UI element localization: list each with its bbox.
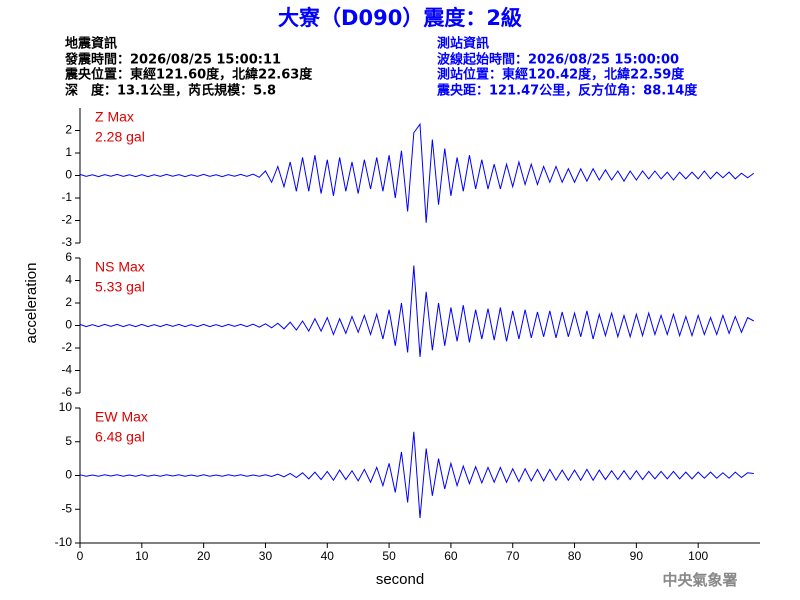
info-line: 測站位置：東經120.42度，北緯22.59度 xyxy=(437,67,685,83)
x-tick-label: 30 xyxy=(259,549,273,563)
y-tick-label: 6 xyxy=(65,250,72,264)
waveform xyxy=(79,122,755,223)
y-tick-label: 0 xyxy=(65,318,72,332)
waveform xyxy=(79,265,755,358)
waveform xyxy=(79,431,754,519)
y-tick-label: 4 xyxy=(65,273,72,287)
y-tick-label: -10 xyxy=(55,535,73,549)
info-line: 波線起始時間：2026/08/25 15:00:00 xyxy=(437,52,679,68)
y-tick-label: -2 xyxy=(61,213,72,227)
y-tick-label: -6 xyxy=(61,385,72,399)
y-tick-label: -4 xyxy=(61,363,72,377)
y-tick-label: 1 xyxy=(65,145,72,159)
x-tick-label: 60 xyxy=(444,549,458,563)
x-tick-label: 80 xyxy=(568,549,582,563)
x-tick-label: 70 xyxy=(506,549,520,563)
y-tick-label: -1 xyxy=(61,190,72,204)
y-tick-label: 10 xyxy=(59,400,73,414)
title: 大寮（D090）震度：2級 xyxy=(278,6,522,30)
panel-max: 6.48 gal xyxy=(95,429,145,445)
info-line: 深 度：13.1公里，芮氏規模：5.8 xyxy=(65,83,276,99)
x-tick-label: 40 xyxy=(321,549,335,563)
y-tick-label: 0 xyxy=(65,168,72,182)
y-axis-label: acceleration xyxy=(23,263,40,344)
panel-max: 2.28 gal xyxy=(95,129,145,145)
panel-label: Z Max xyxy=(95,109,134,125)
x-axis-label: second xyxy=(376,571,424,588)
info-line: 發震時間：2026/08/25 15:00:11 xyxy=(64,52,281,68)
y-tick-label: -5 xyxy=(61,501,72,515)
y-tick-label: 5 xyxy=(65,434,72,448)
panel-max: 5.33 gal xyxy=(95,279,145,295)
info-line: 震央距：121.47公里，反方位角：88.14度 xyxy=(436,83,698,99)
footer: 中央氣象署 xyxy=(662,571,737,589)
x-tick-label: 90 xyxy=(630,549,644,563)
y-tick-label: 2 xyxy=(65,295,72,309)
x-tick-label: 0 xyxy=(77,549,84,563)
x-tick-label: 20 xyxy=(197,549,211,563)
info-line: 震央位置：東經121.60度，北緯22.63度 xyxy=(64,67,313,83)
y-tick-label: 2 xyxy=(65,123,72,137)
x-tick-label: 10 xyxy=(135,549,149,563)
panel-label: NS Max xyxy=(95,259,145,275)
x-tick-label: 50 xyxy=(382,549,396,563)
y-tick-label: -3 xyxy=(61,235,72,249)
info-line: 測站資訊 xyxy=(437,36,489,52)
y-tick-label: 0 xyxy=(65,468,72,482)
y-tick-label: -2 xyxy=(61,340,72,354)
info-line: 地震資訊 xyxy=(65,36,117,52)
x-tick-label: 100 xyxy=(688,549,708,563)
panel-label: EW Max xyxy=(95,409,148,425)
